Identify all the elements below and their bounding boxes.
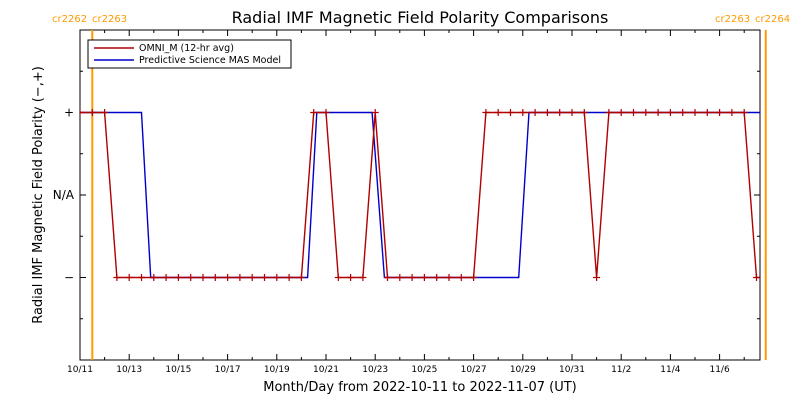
omni-data-point — [236, 274, 244, 281]
omni-data-point — [248, 274, 256, 281]
omni-data-point — [654, 109, 662, 116]
omni-data-point — [630, 109, 637, 116]
omni-data-point — [543, 109, 551, 116]
omni-data-point — [211, 274, 219, 281]
omni-data-point — [433, 274, 441, 281]
x-tick-label: 10/13 — [116, 365, 142, 375]
x-tick-label: 10/15 — [165, 365, 191, 375]
omni-data-point — [494, 109, 502, 116]
cr-left-label-1: cr2262 — [52, 14, 87, 25]
y-axis-label: Radial IMF Magnetic Field Polarity (−,+) — [31, 66, 46, 324]
omni-data-point — [740, 109, 748, 116]
omni-data-point — [531, 109, 539, 116]
x-tick-label: 11/2 — [611, 365, 631, 375]
cr-right-label-2: cr2264 — [755, 14, 790, 25]
x-axis-label: Month/Day from 2022-10-11 to 2022-11-07 … — [263, 380, 576, 395]
omni-data-point — [519, 109, 527, 116]
omni-data-point — [617, 109, 625, 116]
omni-data-point — [334, 274, 342, 281]
omni-data-point — [371, 109, 379, 116]
x-tick-label: 11/4 — [660, 365, 680, 375]
legend: OMNI_M (12-hr avg) Predictive Science MA… — [87, 39, 292, 69]
x-tick-label: 10/23 — [362, 365, 388, 375]
x-tick-label: 10/25 — [411, 365, 437, 375]
x-tick-label: 10/17 — [215, 365, 241, 375]
omni-data-point — [593, 274, 601, 281]
y-tick-label: − — [64, 271, 74, 285]
omni-data-point — [605, 109, 613, 116]
x-tick-label: 10/21 — [313, 365, 339, 375]
axes-ticks: 10/11 10/13 10/15 10/17 10/19 10/21 10/23 10/25… — [53, 30, 767, 375]
omni-data-point — [88, 109, 96, 116]
omni-data-point — [310, 109, 318, 116]
x-tick-label: 10/29 — [510, 365, 536, 375]
plot-frame — [79, 29, 761, 361]
omni-data-point — [138, 274, 145, 281]
omni-data-point — [199, 274, 207, 281]
omni-data-point — [482, 109, 490, 116]
omni-data-point — [113, 274, 121, 281]
omni-data-point — [691, 109, 699, 116]
mas-series-line — [80, 111, 760, 279]
omni-data-point — [150, 274, 158, 281]
omni-data-point — [80, 109, 84, 116]
y-tick-label: N/A — [53, 188, 75, 202]
omni-data-point — [297, 274, 305, 281]
omni-data-point — [224, 274, 232, 281]
omni-data-point — [507, 109, 514, 116]
omni-data-point — [445, 274, 453, 281]
series-layer — [80, 109, 760, 281]
omni-series-line — [80, 111, 760, 279]
omni-data-point — [568, 109, 576, 116]
x-tick-label: 10/31 — [559, 365, 585, 375]
x-tick-label: 10/11 — [67, 365, 93, 375]
cr-right-label-1: cr2263 — [92, 14, 127, 25]
omni-data-point — [470, 274, 478, 281]
omni-data-point — [753, 274, 760, 281]
y-tick-label: + — [64, 106, 74, 120]
omni-data-point — [666, 109, 674, 116]
omni-data-point — [457, 274, 465, 281]
omni-data-point — [273, 274, 281, 281]
omni-data-point — [556, 109, 564, 116]
omni-data-point — [408, 274, 416, 281]
omni-data-point — [174, 274, 182, 281]
cr-left-label-2: cr2263 — [715, 14, 750, 25]
omni-data-point — [359, 274, 367, 281]
omni-data-point — [322, 109, 330, 116]
omni-data-point — [125, 274, 133, 281]
legend-box — [87, 39, 292, 69]
omni-data-point — [384, 274, 391, 281]
x-tick-label: 11/6 — [709, 365, 729, 375]
omni-data-point — [187, 274, 195, 281]
omni-data-point — [716, 109, 724, 116]
omni-data-point — [580, 109, 588, 116]
legend-label-omni: OMNI_M (12-hr avg) — [139, 43, 234, 54]
chart-title: Radial IMF Magnetic Field Polarity Compa… — [232, 8, 609, 27]
omni-data-point — [396, 274, 404, 281]
x-tick-label: 10/19 — [264, 365, 290, 375]
omni-data-point — [101, 109, 109, 116]
omni-data-point — [679, 109, 687, 116]
omni-data-point — [347, 274, 355, 281]
omni-data-point — [285, 274, 293, 281]
omni-data-point — [162, 274, 170, 281]
x-tick-label: 10/27 — [461, 365, 487, 375]
omni-data-point — [728, 109, 736, 116]
legend-label-mas: Predictive Science MAS Model — [139, 55, 281, 66]
omni-data-point — [642, 109, 650, 116]
omni-data-point — [420, 274, 428, 281]
omni-data-point — [261, 274, 268, 281]
omni-data-point — [703, 109, 711, 116]
